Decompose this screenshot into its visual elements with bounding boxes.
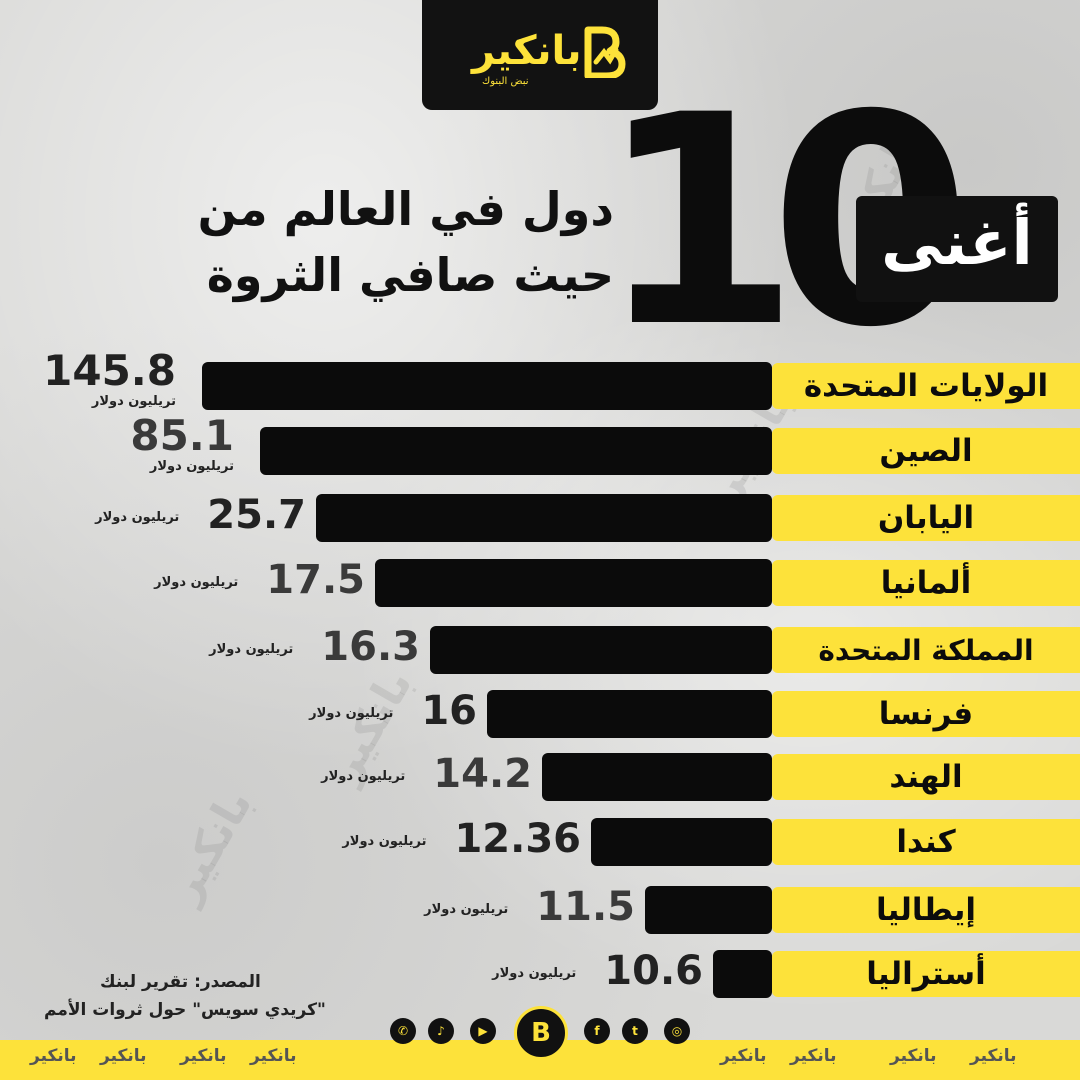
category-label: المملكة المتحدة: [772, 627, 1080, 673]
bar: [430, 626, 772, 674]
footer-logo: بانكير: [250, 1046, 297, 1066]
unit-label: تريليون دولار: [321, 769, 406, 784]
instagram-icon[interactable]: ◎: [664, 1018, 690, 1044]
value-label: 14.2: [433, 751, 532, 797]
value-label: 17.5: [266, 557, 365, 603]
category-label: الهند: [772, 754, 1080, 800]
category-label: اليابان: [772, 495, 1080, 541]
bar: [260, 427, 772, 475]
bar: [487, 690, 772, 738]
bar: [316, 494, 772, 542]
unit-label: تريليون دولار: [91, 394, 176, 409]
category-label: الولايات المتحدة: [772, 363, 1080, 409]
value-label: 25.7: [207, 492, 306, 538]
value-label: 145.8: [43, 346, 176, 395]
unit-label: تريليون دولار: [492, 966, 577, 981]
bar: [375, 559, 772, 607]
footer-logo: بانكير: [970, 1046, 1017, 1066]
tiktok-icon[interactable]: ♪: [428, 1018, 454, 1044]
unit-label: تريليون دولار: [209, 642, 294, 657]
unit-label: تريليون دولار: [309, 706, 394, 721]
unit-label: تريليون دولار: [342, 834, 427, 849]
facebook-icon[interactable]: f: [584, 1018, 610, 1044]
source-line-1: المصدر: تقرير لبنك: [100, 972, 261, 992]
footer-logo: بانكير: [890, 1046, 937, 1066]
headline-word-box: أغنى: [856, 196, 1058, 302]
watermark: بانكير: [158, 780, 263, 911]
brand-logo: بانكير نبض البنوك: [422, 0, 658, 110]
value-label: 11.5: [536, 884, 635, 930]
bar: [542, 753, 772, 801]
unit-label: تريليون دولار: [95, 510, 180, 525]
category-label: الصين: [772, 428, 1080, 474]
unit-label: تريليون دولار: [149, 459, 234, 474]
center-logo-icon[interactable]: B: [514, 1006, 568, 1060]
subtitle-line-1: دول في العالم من: [197, 182, 614, 236]
value-label: 16.3: [321, 624, 420, 670]
bar: [645, 886, 772, 934]
unit-label: تريليون دولار: [154, 575, 239, 590]
footer-logo: بانكير: [100, 1046, 147, 1066]
headline-word: أغنى: [881, 206, 1033, 279]
unit-label: تريليون دولار: [424, 902, 509, 917]
bar: [591, 818, 772, 866]
category-label: ألمانيا: [772, 560, 1080, 606]
footer-logo: بانكير: [720, 1046, 767, 1066]
whatsapp-icon[interactable]: ✆: [390, 1018, 416, 1044]
value-label: 12.36: [454, 816, 581, 862]
category-label: فرنسا: [772, 691, 1080, 737]
category-label: إيطاليا: [772, 887, 1080, 933]
category-label: أستراليا: [772, 951, 1080, 997]
footer-logo: بانكير: [180, 1046, 227, 1066]
value-label: 85.1: [130, 411, 234, 460]
bar: [713, 950, 772, 998]
bankier-logo-icon: [584, 26, 626, 78]
value-label: 16: [421, 688, 477, 734]
youtube-icon[interactable]: ▶: [470, 1018, 496, 1044]
bar: [202, 362, 772, 410]
subtitle-line-2: حيث صافي الثروة: [206, 248, 614, 302]
brand-name: بانكير: [472, 28, 582, 74]
footer-logo: بانكير: [30, 1046, 77, 1066]
footer-logo: بانكير: [790, 1046, 837, 1066]
value-label: 10.6: [604, 948, 703, 994]
category-label: كندا: [772, 819, 1080, 865]
brand-tagline: نبض البنوك: [482, 76, 529, 87]
twitter-icon[interactable]: t: [622, 1018, 648, 1044]
source-line-2: "كريدي سويس" حول ثروات الأمم: [44, 1000, 326, 1020]
